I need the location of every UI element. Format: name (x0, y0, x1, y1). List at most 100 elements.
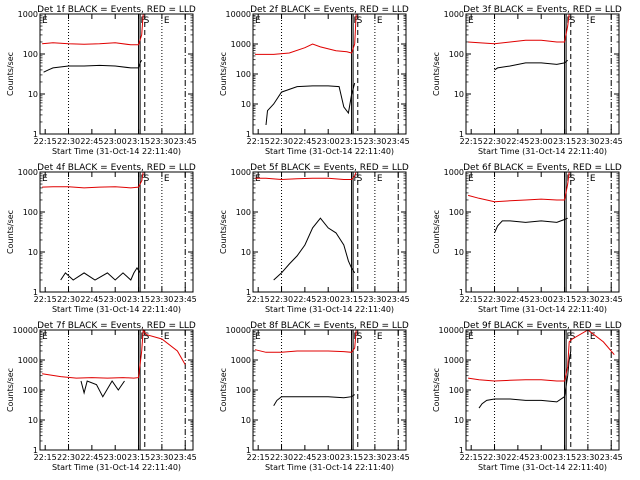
x-tick-label: 23:45 (600, 137, 623, 146)
marker-label: E (42, 174, 48, 184)
x-tick-label: 23:30 (363, 453, 386, 462)
x-tick-label: 22:30 (270, 453, 293, 462)
plot-frame (465, 171, 620, 293)
y-tick-label: 1 (33, 288, 38, 297)
series-lld-line (255, 13, 358, 55)
marker-label: S (144, 174, 150, 184)
x-tick-label: 22:45 (80, 137, 103, 146)
x-tick-label: 22:30 (57, 137, 80, 146)
plot-frame (39, 171, 194, 293)
series-lld-line (468, 13, 571, 45)
marker-label: S (357, 174, 363, 184)
y-axis-label: Counts/sec (219, 52, 228, 96)
x-tick-label: 23:45 (387, 453, 410, 462)
y-tick-label: 1 (246, 446, 251, 455)
y-axis-label: Counts/sec (432, 210, 441, 254)
y-tick-label: 10 (241, 416, 251, 425)
y-tick-label: 1000 (18, 168, 38, 177)
x-tick-label: 23:00 (317, 137, 340, 146)
y-tick-label: 1 (459, 446, 464, 455)
x-tick-label: 22:30 (270, 295, 293, 304)
x-tick-label: 23:15 (340, 137, 363, 146)
x-tick-label: 22:45 (80, 295, 103, 304)
x-tick-label: 22:15 (247, 295, 270, 304)
marker-label: E (164, 332, 170, 342)
y-tick-label: 10 (28, 416, 38, 425)
y-tick-label: 10 (454, 90, 464, 99)
y-tick-label: 1000 (444, 168, 464, 177)
x-tick-label: 23:30 (576, 453, 599, 462)
y-tick-label: 10 (454, 416, 464, 425)
y-tick-label: 100 (449, 386, 464, 395)
x-tick-label: 23:00 (317, 295, 340, 304)
x-axis-label: Start Time (31-Oct-14 22:11:40) (478, 305, 607, 314)
x-tick-label: 22:15 (34, 137, 57, 146)
x-axis-label: Start Time (31-Oct-14 22:11:40) (265, 305, 394, 314)
y-tick-label: 1000 (231, 40, 251, 49)
y-tick-label: 100 (23, 50, 38, 59)
x-tick-label: 22:30 (483, 137, 506, 146)
series-events-line (478, 350, 572, 409)
marker-label: S (357, 16, 363, 26)
panel-title: Det 3f BLACK = Events, RED = LLD (463, 5, 622, 15)
x-tick-label: 23:15 (553, 295, 576, 304)
plot-frame (465, 13, 620, 135)
series-lld-line (468, 329, 615, 382)
x-tick-label: 23:15 (553, 137, 576, 146)
panel-title: Det 4f BLACK = Events, RED = LLD (37, 163, 196, 173)
series-lld-line (42, 13, 145, 46)
plot-frame (39, 329, 194, 451)
y-tick-label: 100 (23, 208, 38, 217)
x-tick-label: 22:45 (506, 295, 529, 304)
x-tick-label: 23:45 (600, 453, 623, 462)
y-tick-label: 10000 (226, 326, 251, 335)
x-tick-label: 23:45 (174, 453, 197, 462)
marker-label: S (570, 332, 576, 342)
marker-label: E (377, 16, 383, 26)
y-tick-label: 100 (23, 386, 38, 395)
x-tick-label: 22:45 (293, 295, 316, 304)
x-tick-label: 23:15 (340, 295, 363, 304)
panel-title: Det 9f BLACK = Events, RED = LLD (463, 321, 622, 331)
panel-title: Det 6f BLACK = Events, RED = LLD (463, 163, 622, 173)
marker-label: F (354, 174, 359, 184)
y-tick-label: 1 (33, 130, 38, 139)
y-tick-label: 100 (236, 70, 251, 79)
series-lld-line (42, 171, 145, 189)
series-lld-line (254, 329, 358, 353)
marker-label: S (144, 332, 150, 342)
marker-label: F (567, 16, 572, 26)
marker-label: E (377, 174, 383, 184)
y-tick-label: 10 (454, 248, 464, 257)
x-tick-label: 22:45 (506, 137, 529, 146)
y-tick-label: 10 (28, 90, 38, 99)
panel-title: Det 5f BLACK = Events, RED = LLD (250, 163, 409, 173)
x-tick-label: 23:00 (530, 137, 553, 146)
x-tick-label: 22:15 (460, 453, 483, 462)
y-axis-label: Counts/sec (219, 368, 228, 412)
x-tick-label: 23:30 (576, 295, 599, 304)
marker-label: S (570, 16, 576, 26)
x-tick-label: 22:15 (34, 295, 57, 304)
marker-label: E (590, 174, 596, 184)
y-tick-label: 1000 (231, 168, 251, 177)
marker-label: S (144, 16, 150, 26)
plot-frame (252, 171, 407, 293)
marker-label: S (570, 174, 576, 184)
x-tick-label: 22:15 (247, 453, 270, 462)
x-tick-label: 23:00 (317, 453, 340, 462)
marker-label: S (357, 332, 363, 342)
marker-label: F (354, 332, 359, 342)
plot-frame (465, 329, 620, 451)
x-tick-label: 23:30 (150, 137, 173, 146)
y-tick-label: 1 (33, 446, 38, 455)
marker-label: E (255, 332, 261, 342)
y-tick-label: 1000 (18, 356, 38, 365)
y-tick-label: 100 (236, 208, 251, 217)
